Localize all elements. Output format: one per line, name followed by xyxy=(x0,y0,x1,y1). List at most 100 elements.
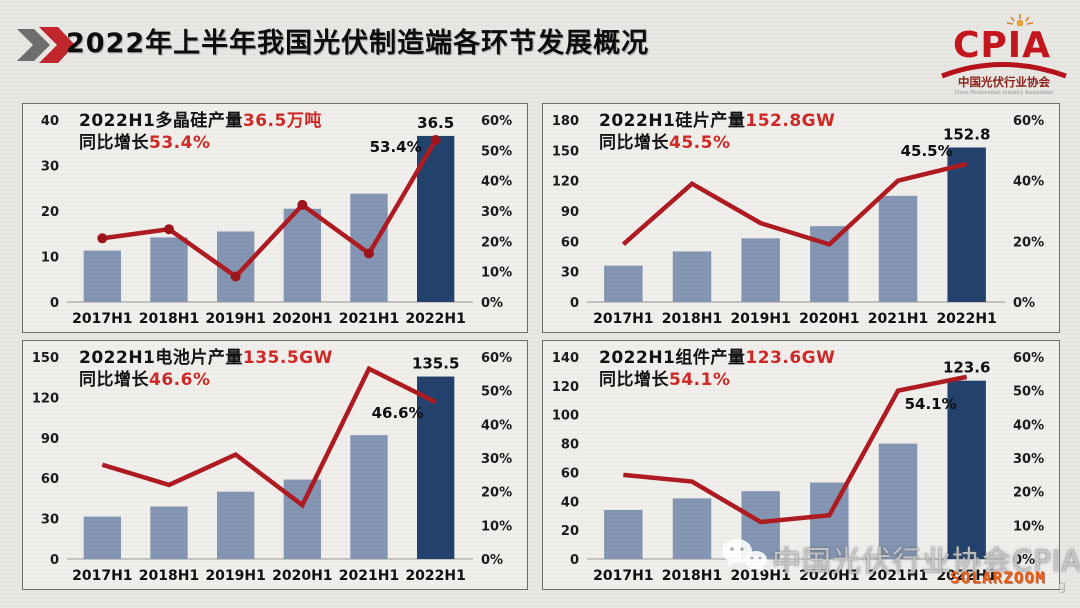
production-bar xyxy=(810,226,849,302)
wafer-chart-title: 2022H1硅片产量152.8GW 同比增长45.5% xyxy=(599,110,835,155)
logo-swoosh xyxy=(941,62,1067,79)
right-axis-tick-label: 30% xyxy=(1013,452,1044,467)
right-axis-tick-label: 60% xyxy=(481,351,512,366)
left-axis-tick-label: 0 xyxy=(570,553,579,568)
right-axis-tick-label: 0% xyxy=(1013,296,1035,311)
subtitle-value: 45.5% xyxy=(669,133,731,154)
subtitle-text: 同比增长 xyxy=(599,370,669,391)
subtitle-value: 54.1% xyxy=(669,370,731,391)
right-axis-tick-label: 50% xyxy=(1013,385,1044,400)
production-bar xyxy=(672,251,712,302)
x-axis-category-label: 2019H1 xyxy=(205,568,265,584)
x-axis-category-label: 2020H1 xyxy=(272,568,332,584)
title-value: 135.5GW xyxy=(242,348,333,368)
solarzoom-watermark: SOLARZOOM xyxy=(950,568,1046,587)
last-bar-value-label: 135.5 xyxy=(412,355,459,373)
subtitle-value: 53.4% xyxy=(149,133,211,154)
cpia-logo: CPIA 中国光伏行业协会 China Photovoltaic Industr… xyxy=(938,10,1070,100)
right-axis-tick-label: 20% xyxy=(481,235,512,250)
title-value: 36.5万吨 xyxy=(242,111,322,131)
left-axis-tick-label: 20 xyxy=(41,205,59,220)
right-axis-tick-label: 30% xyxy=(481,452,512,467)
x-axis-category-label: 2021H1 xyxy=(868,311,928,327)
right-axis-tick-label: 30% xyxy=(481,205,512,220)
stray-glyph: g xyxy=(1058,579,1067,594)
left-axis-tick-label: 0 xyxy=(50,296,59,311)
left-axis-tick-label: 150 xyxy=(552,144,579,159)
left-axis-tick-label: 120 xyxy=(32,391,59,406)
title-value: 152.8GW xyxy=(745,111,836,131)
right-axis-tick-label: 0% xyxy=(481,553,503,568)
production-bar xyxy=(83,516,121,559)
last-bar-value-label: 123.6 xyxy=(943,359,990,377)
left-axis-tick-label: 120 xyxy=(552,175,579,190)
x-axis-category-label: 2022H1 xyxy=(405,568,465,584)
x-axis-category-label: 2019H1 xyxy=(730,311,790,327)
production-bar xyxy=(350,193,388,302)
left-axis-tick-label: 30 xyxy=(41,160,59,175)
module-chart-panel: 2022H1组件产量123.6GW 同比增长54.1% 0 20 40 60 80 100… xyxy=(542,340,1060,590)
left-axis-tick-label: 150 xyxy=(32,351,59,366)
growth-line xyxy=(623,374,968,525)
production-bar xyxy=(604,265,643,302)
title-text: 2022H1多晶硅产量 xyxy=(79,111,243,131)
growth-line xyxy=(621,161,968,247)
production-bar xyxy=(672,498,712,559)
sun-icon xyxy=(1016,19,1024,27)
right-axis-tick-label: 40% xyxy=(1013,175,1044,190)
growth-value-label: 46.6% xyxy=(372,404,424,422)
left-axis-tick-label: 180 xyxy=(552,114,579,129)
production-bar xyxy=(417,376,455,559)
left-axis-tick-label: 30 xyxy=(561,266,579,281)
right-axis-tick-label: 60% xyxy=(1013,114,1044,129)
right-axis-tick-label: 60% xyxy=(1013,351,1044,366)
subtitle-value: 46.6% xyxy=(149,370,211,391)
growth-line xyxy=(102,138,438,280)
growth-value-label: 54.1% xyxy=(905,395,957,413)
right-axis-tick-label: 50% xyxy=(481,385,512,400)
production-bar xyxy=(150,506,188,559)
left-axis-tick-label: 120 xyxy=(552,380,579,395)
left-axis-tick-label: 90 xyxy=(561,205,579,220)
logo-org-en: China Photovoltaic Industry Association xyxy=(955,90,1054,96)
x-axis-category-label: 2017H1 xyxy=(72,311,132,327)
title-text: 2022H1组件产量 xyxy=(599,348,746,368)
right-axis-tick-label: 40% xyxy=(481,175,512,190)
left-axis-tick-label: 40 xyxy=(41,114,59,129)
growth-line-marker xyxy=(164,224,174,235)
cell-chart-panel: 2022H1电池片产量135.5GW 同比增长46.6% 0 30 60 90 120 1… xyxy=(22,340,528,590)
production-bar xyxy=(217,491,255,559)
title-text: 2022H1硅片产量 xyxy=(599,111,746,131)
double-chevron-icon xyxy=(17,27,75,63)
cell-chart-canvas: 0 30 60 90 120 150 0% 10% 20% 30% 40% 50% 60% 2017H1 2… xyxy=(32,351,512,584)
production-bar xyxy=(878,195,918,302)
production-bar xyxy=(350,435,388,559)
production-bar xyxy=(878,443,918,559)
subtitle-text: 同比增长 xyxy=(79,370,149,391)
left-axis-tick-label: 40 xyxy=(561,495,579,510)
right-axis-tick-label: 0% xyxy=(1013,553,1035,568)
production-bar xyxy=(741,238,780,302)
x-axis-category-label: 2022H1 xyxy=(936,568,996,584)
growth-line xyxy=(101,365,437,509)
x-axis-category-label: 2021H1 xyxy=(868,568,928,584)
sunburst-icon xyxy=(1006,14,1034,25)
left-axis-tick-label: 60 xyxy=(561,235,579,250)
x-axis-category-label: 2020H1 xyxy=(272,311,332,327)
x-axis-category-label: 2018H1 xyxy=(662,311,722,327)
x-axis-category-label: 2020H1 xyxy=(799,311,859,327)
polysilicon-chart-panel: 2022H1多晶硅产量36.5万吨 同比增长53.4% 0 10 20 30 40 0% 1… xyxy=(22,103,528,333)
right-axis-tick-label: 40% xyxy=(481,418,512,433)
x-axis-category-label: 2020H1 xyxy=(799,568,859,584)
left-axis-tick-label: 10 xyxy=(41,251,59,266)
logo-org-cn: 中国光伏行业协会 xyxy=(958,75,1050,89)
production-bar xyxy=(150,237,188,302)
module-chart-canvas: 0 20 40 60 80 100 120 140 0% 10% 20% 30% 40% 50% 60% 20… xyxy=(552,351,1044,584)
module-chart-title: 2022H1组件产量123.6GW 同比增长54.1% xyxy=(599,347,835,392)
right-axis-tick-label: 40% xyxy=(1013,418,1044,433)
left-axis-tick-label: 20 xyxy=(561,524,579,539)
wafer-chart-canvas: 0 30 60 90 120 150 180 0% 20% 40% 60% 2017H1 2018H1 2… xyxy=(552,114,1044,327)
subtitle-text: 同比增长 xyxy=(79,133,149,154)
right-axis-tick-label: 20% xyxy=(481,486,512,501)
